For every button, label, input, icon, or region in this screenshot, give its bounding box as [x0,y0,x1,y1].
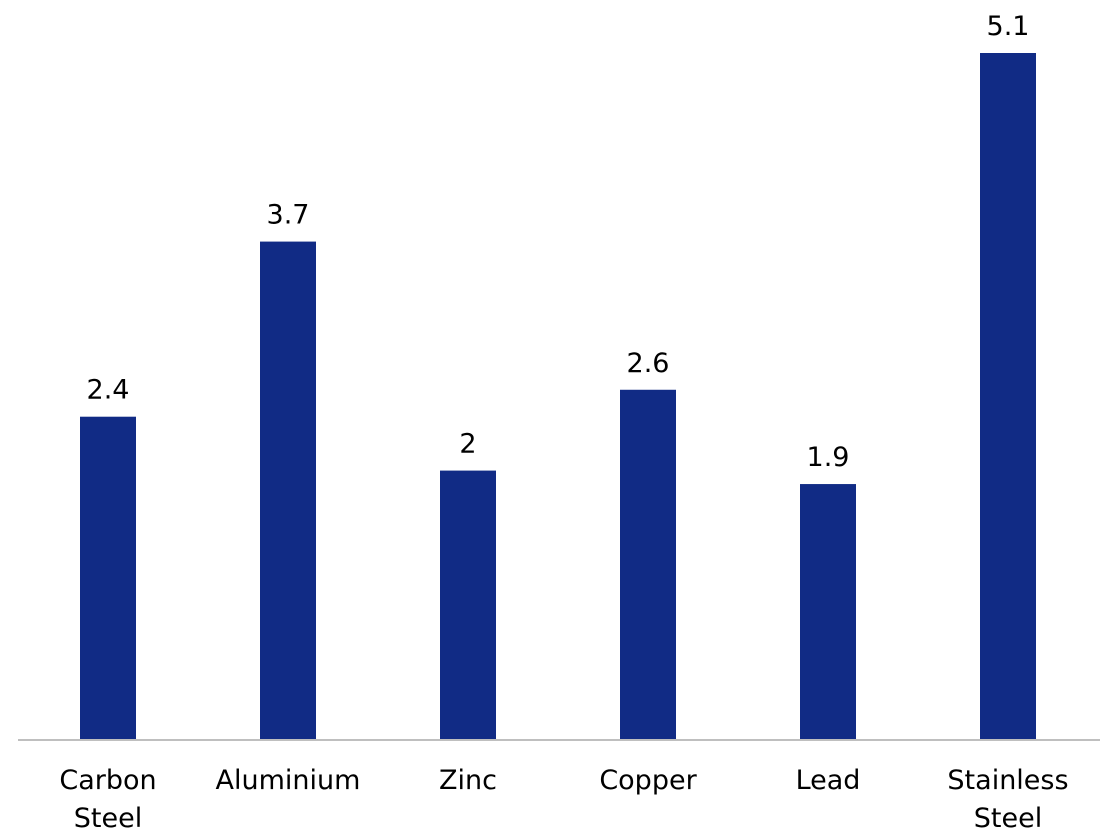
category-label: Zinc [439,765,497,796]
category-label: Steel [74,803,142,832]
category-label: Steel [974,803,1042,832]
category-label: Lead [796,765,861,796]
bar-2 [440,470,496,740]
category-label: Stainless [947,765,1068,796]
bar-1 [260,241,316,740]
category-labels-group: Carbon Steel Aluminium Zinc Copper Lead Stainl… [59,765,1068,832]
category-label: Carbon [59,765,156,796]
bar-value-label: 1.9 [807,442,850,473]
bar-0 [80,416,136,740]
bar-value-label: 5.1 [987,11,1030,42]
category-label: Aluminium [216,765,361,796]
bars-group [80,53,1036,740]
bar-3 [620,389,676,740]
value-labels-group: 2.4 3.7 2 2.6 1.9 5.1 [87,11,1030,473]
category-label: Copper [599,765,697,796]
bar-4 [800,484,856,740]
bar-value-label: 2.4 [87,375,130,406]
bar-value-label: 2 [459,429,476,460]
bar-5 [980,53,1036,740]
bar-value-label: 3.7 [267,200,310,231]
bar-value-label: 2.6 [627,348,670,379]
